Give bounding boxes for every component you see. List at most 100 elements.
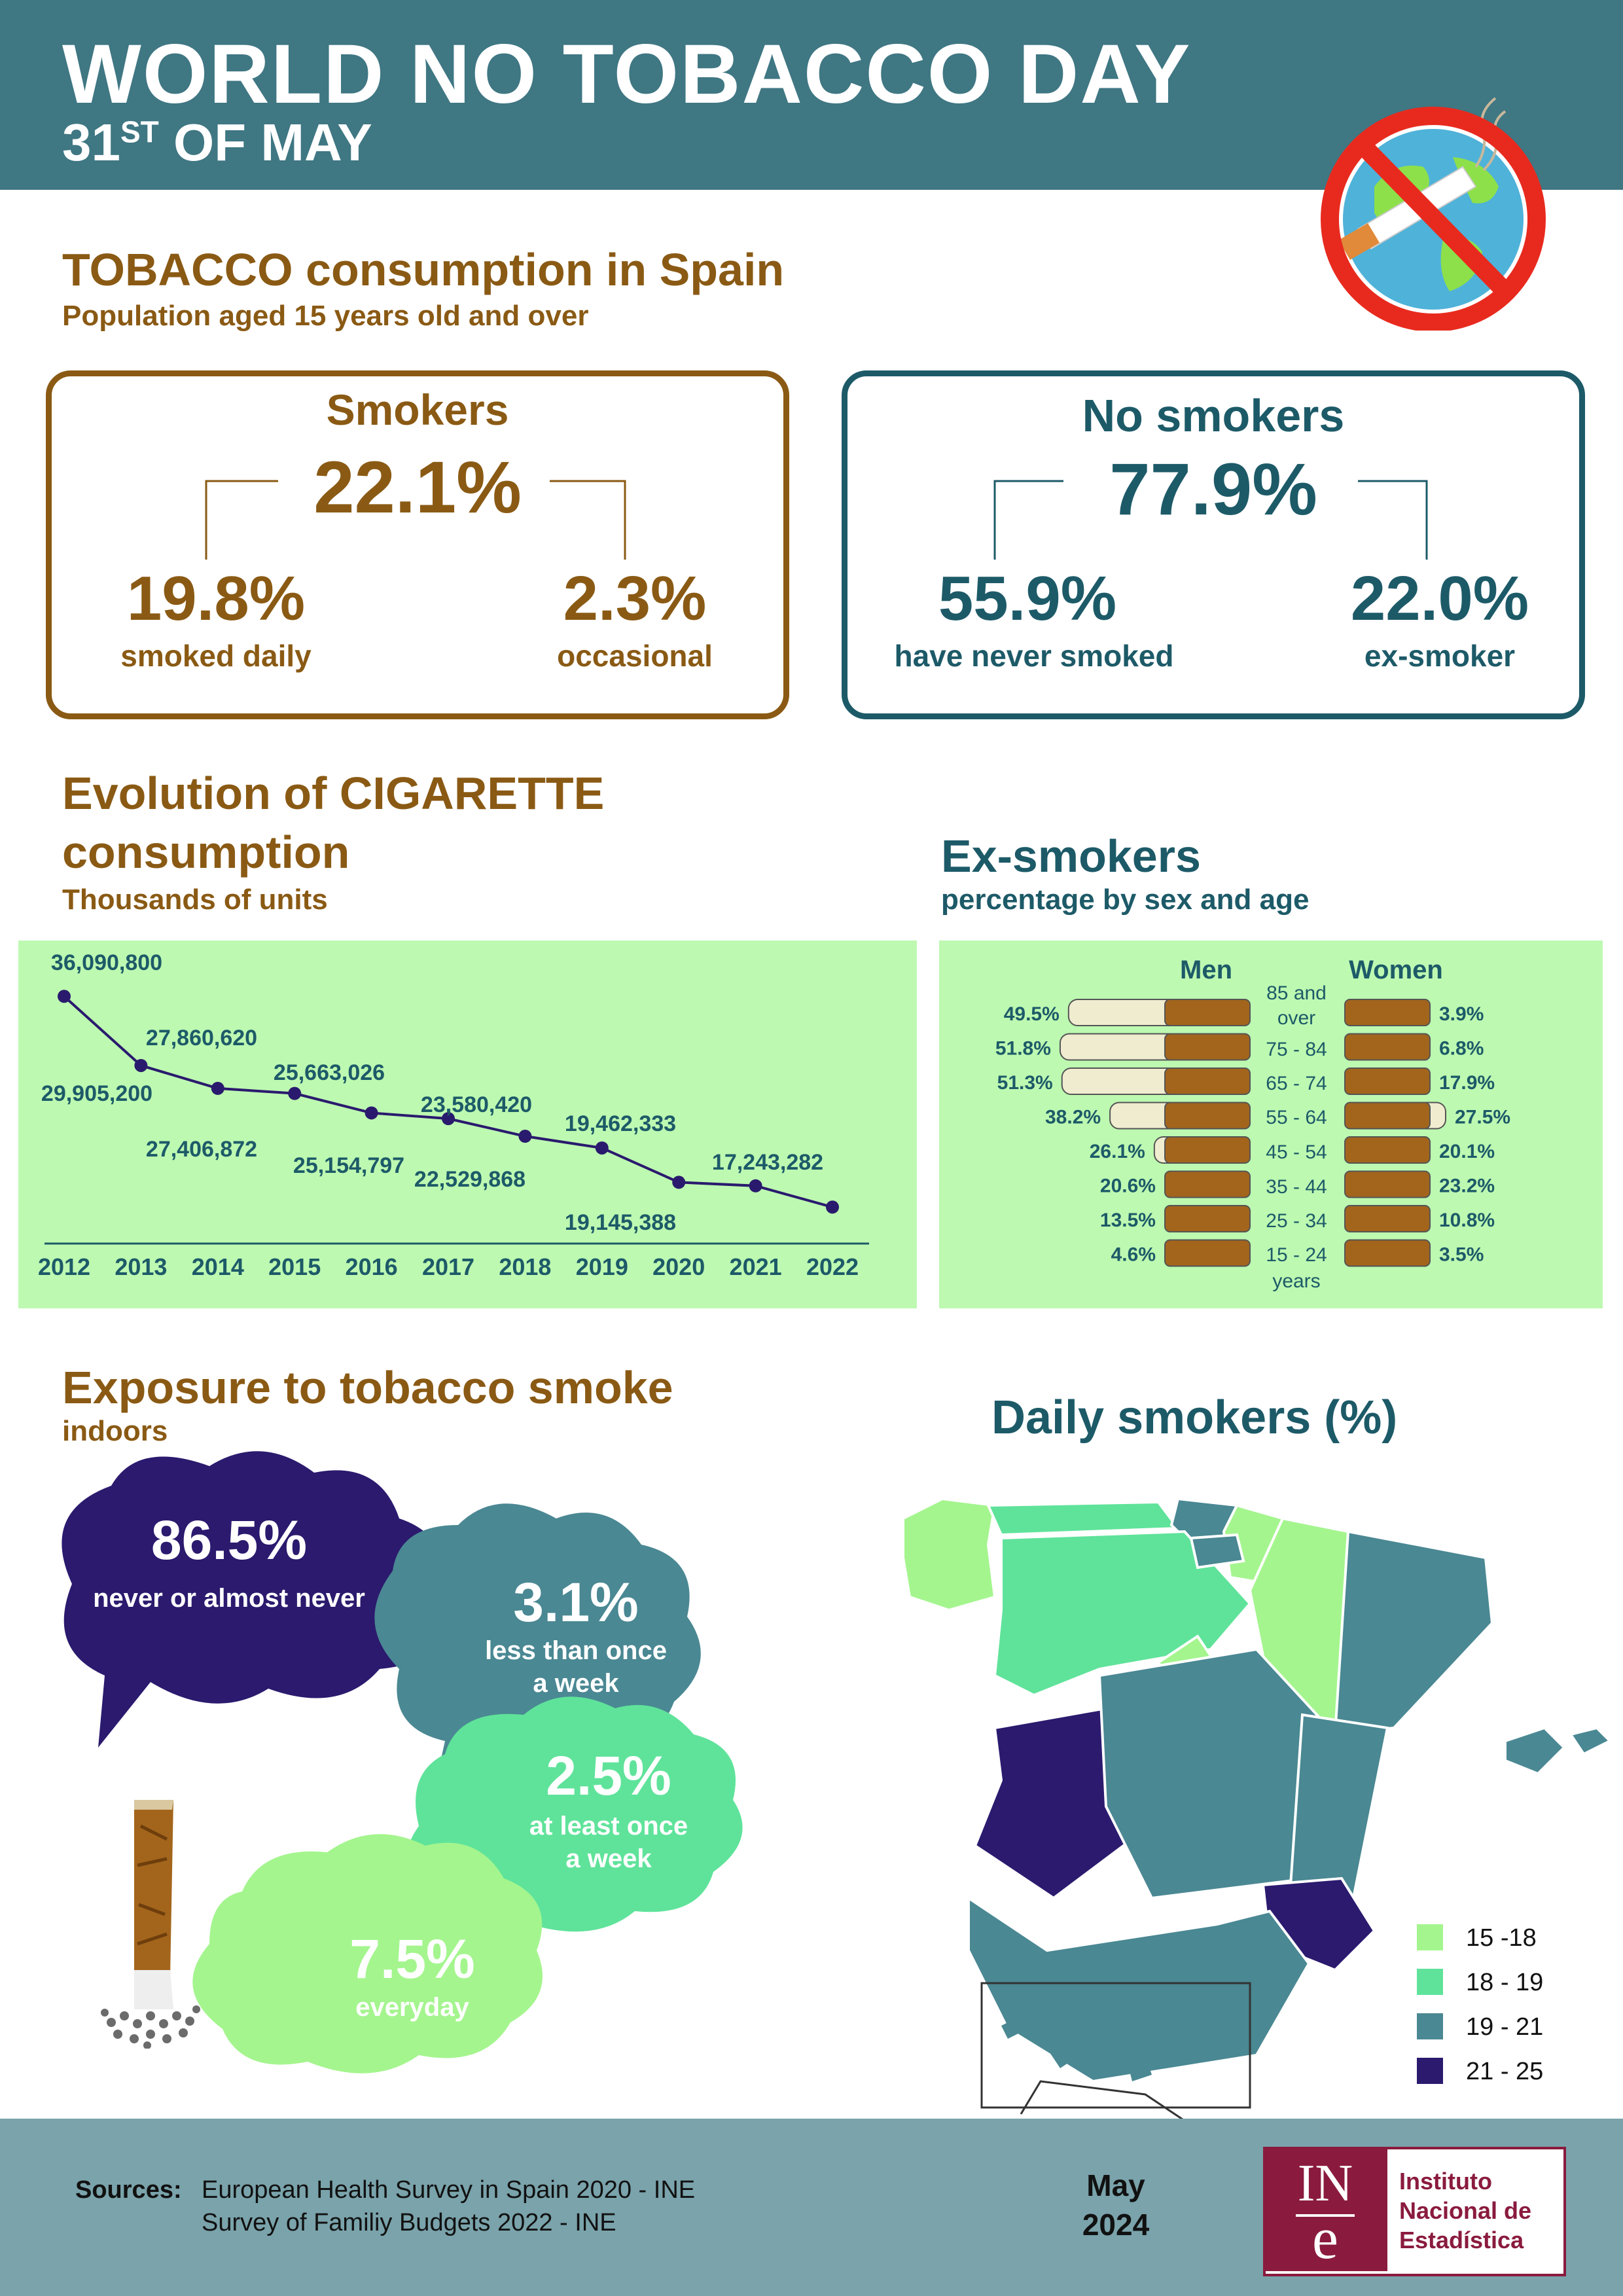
footer-year: 2024 [1082,2208,1150,2242]
men-header: Men [1180,956,1232,984]
women-value-7: 3.5% [1439,1244,1484,1266]
legend-swatch-21-25 [1417,2058,1443,2084]
legend-label-18-19: 18 - 19 [1466,1969,1544,1996]
x-tick-2015: 2015 [268,1253,321,1280]
data-point-2014 [211,1081,224,1095]
never-label: never or almost never [93,1584,365,1613]
smokers-label: Smokers [326,386,509,434]
men-filter-0 [1164,999,1251,1026]
data-point-2019 [595,1141,609,1155]
never-smoked-value: 55.9% [938,564,1117,634]
cloud-never [62,1451,444,1748]
women-filter-5 [1344,1170,1431,1198]
x-tick-2020: 2020 [652,1253,705,1280]
consumption-title: TOBACCO consumption in Spain [62,244,785,295]
occasional-value: 2.3% [563,564,707,634]
x-tick-2014: 2014 [192,1253,244,1280]
cloud-everyday [192,1834,543,2073]
exposure-title: Exposure to tobacco smoke [62,1362,673,1413]
svg-text:IN: IN [1298,2155,1353,2212]
men-value-2: 51.3% [997,1072,1053,1094]
data-label-2013: 29,905,200 [41,1081,152,1106]
map-title: Daily smokers (%) [991,1391,1398,1444]
data-label-2022: 17,243,282 [712,1150,823,1175]
age-label-9: years [1272,1270,1320,1292]
spain-map [902,1497,1613,2121]
exsmokers-panel [939,941,1603,1308]
page-subtitle: 31ST OF MAY [62,113,372,173]
no-smokers-bracket [993,480,1428,560]
region-asturias-cantabria [986,1500,1181,1537]
subtitle-day: 31 [62,113,120,171]
x-tick-2012: 2012 [38,1253,90,1280]
ex-smoker-value: 22.0% [1350,564,1529,634]
source-2: Survey of Familiy Budgets 2022 - INE [202,2209,616,2236]
no-smokers-total: 77.9% [1109,448,1317,530]
legend-swatch-15-18 [1417,1924,1443,1950]
page-title: WORLD NO TOBACCO DAY [62,27,1192,121]
sources-label: Sources: [75,2176,182,2204]
smoked-daily-value: 19.8% [126,564,306,634]
age-label-4: 55 - 64 [1266,1107,1327,1128]
women-value-2: 17.9% [1439,1072,1495,1094]
legend-label-19-21: 19 - 21 [1466,2013,1544,2041]
smokers-total: 22.1% [313,446,522,528]
region-andalusia [967,1895,1311,2083]
age-label-1: over [1277,1007,1315,1029]
ine-name-line3: Estadística [1399,2227,1524,2253]
men-value-6: 13.5% [1100,1210,1156,1231]
data-point-2021 [749,1179,762,1193]
no-smokers-card [842,370,1585,719]
legend-swatch-19-21 [1417,2013,1443,2039]
men-filter-6 [1164,1205,1251,1232]
men-filter-4 [1164,1136,1251,1164]
exposure-subtitle: indoors [62,1415,168,1447]
age-label-8: 15 - 24 [1266,1244,1327,1266]
data-label-2017: 25,154,797 [293,1153,404,1178]
exsmokers-chart: Men Women 49.5% 51.8% 51.3% 38.2% 26.1% 20.6% 13… [995,956,1510,1292]
data-label-2018: 23,580,420 [421,1092,532,1117]
men-value-3: 38.2% [1045,1107,1101,1128]
men-value-1: 51.8% [995,1038,1051,1060]
less-weekly-label1: less than once [485,1636,667,1665]
exposure-clouds [62,1451,743,2073]
svg-text:e: e [1312,2206,1338,2271]
smoked-daily-label: smoked daily [120,639,312,673]
legend-label-15-18: 15 -18 [1466,1924,1537,1952]
data-label-2019: 22,529,868 [414,1167,526,1192]
x-tick-2016: 2016 [346,1253,398,1280]
at-least-weekly-value: 2.5% [546,1745,671,1806]
data-label-2021: 19,145,388 [565,1210,676,1235]
age-label-3: 65 - 74 [1266,1073,1327,1094]
x-tick-2022: 2022 [806,1253,859,1280]
data-point-2017 [442,1112,455,1126]
men-value-7: 4.6% [1111,1244,1156,1266]
women-header: Women [1349,956,1443,984]
exsmokers-title: Ex-smokers [941,831,1201,882]
men-filter-7 [1164,1239,1251,1267]
ine-logo-mark: IN e [1263,2147,1387,2271]
men-value-5: 20.6% [1100,1175,1156,1197]
cigarette-line-chart: 36,090,800 2012 29,905,200 2013 27,860,620 20… [38,950,869,1280]
exsmokers-subtitle: percentage by sex and age [941,884,1310,916]
at-least-weekly-label1: at least once [529,1812,688,1840]
men-filter-5 [1164,1170,1251,1198]
region-galicia [902,1497,997,1612]
data-point-2022 [826,1200,839,1214]
x-tick-2018: 2018 [499,1253,551,1280]
women-value-3: 27.5% [1455,1107,1510,1128]
less-weekly-label2: a week [533,1669,619,1698]
women-value-5: 23.2% [1439,1175,1495,1197]
women-filter-7 [1344,1239,1431,1267]
men-filter-2 [1164,1067,1251,1095]
data-label-2014: 27,860,620 [146,1026,257,1050]
no-smoking-icon [1321,97,1546,331]
at-least-weekly-label2: a week [565,1844,652,1873]
region-canary-islands [1001,1990,1230,2081]
women-value-0: 3.9% [1439,1003,1484,1025]
data-point-2018 [518,1130,532,1143]
evolution-title-line2: consumption [62,827,350,878]
region-balearics [1504,1726,1613,1776]
women-filter-0 [1344,999,1431,1026]
never-smoked-label: have never smoked [894,639,1174,673]
